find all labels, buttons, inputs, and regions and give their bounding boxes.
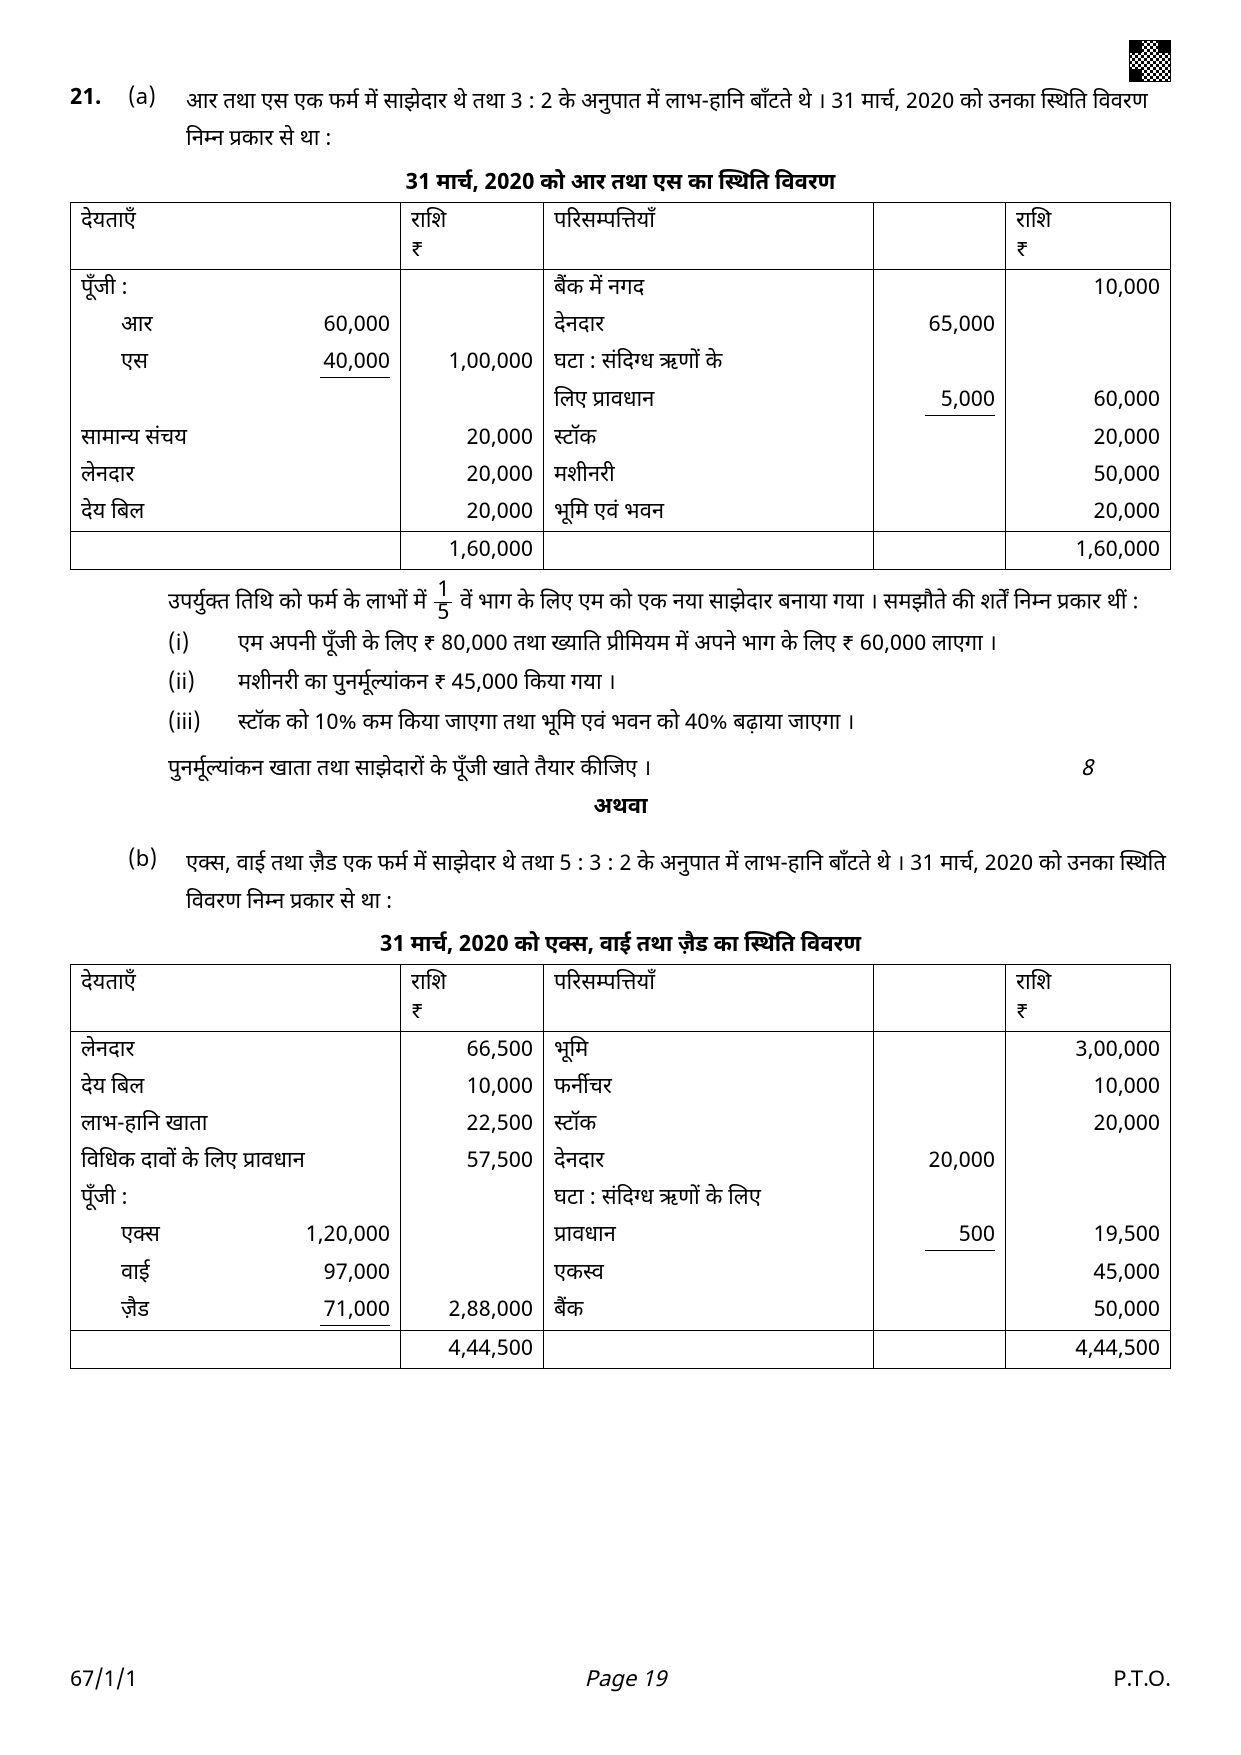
hdr-liab: देयताएँ xyxy=(81,207,136,236)
capital-total: 1,00,000 xyxy=(401,344,544,382)
page-footer: 67/1/1 Page 19 P.T.O. xyxy=(70,1666,1171,1695)
item-i: (i) एम अपनी पूँजी के लिए ₹ 80,000 तथा ख्… xyxy=(168,625,1171,665)
b-patents: एकस्व xyxy=(544,1255,874,1292)
marks-8: 8 xyxy=(1081,750,1093,790)
pto-label: P.T.O. xyxy=(1113,1666,1171,1695)
balance-sheet-a: देयताएँ राशि ₹ परिसम्पत्तियाँ राशि ₹ पूँ… xyxy=(70,202,1171,570)
part-b-label: (b) xyxy=(128,846,168,921)
or-label: अथवा xyxy=(70,793,1171,822)
b-land: भूमि xyxy=(544,1031,874,1069)
bills-payable: देय बिल xyxy=(71,494,401,532)
capital-label: पूँजी : xyxy=(71,269,401,307)
stock-amt: 20,000 xyxy=(1006,420,1171,457)
question-number: 21. xyxy=(70,84,110,159)
part-b-intro: एक्स, वाई तथा ज़ैड एक फर्म में साझेदार थ… xyxy=(186,846,1171,921)
s-name: एस xyxy=(81,348,148,377)
machinery-label: मशीनरी xyxy=(544,457,874,494)
b-stock: स्टॉक xyxy=(544,1106,874,1143)
b-pl: लाभ-हानि खाता xyxy=(71,1106,401,1143)
hdr-amt: राशि xyxy=(411,207,446,236)
r-amt: 60,000 xyxy=(323,311,390,340)
cash-amt: 10,000 xyxy=(1006,269,1171,307)
hdr-cur2: ₹ xyxy=(1016,236,1028,265)
gen-reserve: सामान्य संचय xyxy=(71,420,401,457)
debtors-label: देनदार xyxy=(544,307,874,344)
land-label: भूमि एवं भवन xyxy=(544,494,874,532)
balance-sheet-b: देयताएँ राशि ₹ परिसम्पत्तियाँ राशि ₹ लेन… xyxy=(70,964,1171,1369)
less-prov-amt: 5,000 xyxy=(925,386,995,416)
after-table-para: उपर्युक्त तिथि को फर्म के लाभों में 1 5 … xyxy=(168,580,1171,625)
stock-label: स्टॉक xyxy=(544,420,874,457)
r-name: आर xyxy=(81,311,152,340)
machinery-amt: 50,000 xyxy=(1006,457,1171,494)
part-a-intro: आर तथा एस एक फर्म में साझेदार थे तथा 3 :… xyxy=(186,84,1171,159)
part-a-label: (a) xyxy=(128,84,168,159)
bills-payable-amt: 20,000 xyxy=(401,494,544,532)
b-furniture: फर्नीचर xyxy=(544,1069,874,1106)
fraction-one-fifth: 1 5 xyxy=(434,580,452,625)
debtors-net: 60,000 xyxy=(1006,382,1171,420)
item-iii: (iii) स्टॉक को 10% कम किया जाएगा तथा भूम… xyxy=(168,704,1171,744)
b-creditors: लेनदार xyxy=(71,1031,401,1069)
creditors-amt: 20,000 xyxy=(401,457,544,494)
exam-page: 21. (a) आर तथा एस एक फर्म में साझेदार थे… xyxy=(0,0,1241,1755)
land-amt: 20,000 xyxy=(1006,494,1171,532)
less-prov: घटा : संदिग्ध ऋणों के xyxy=(544,344,874,382)
assets-total: 1,60,000 xyxy=(1006,531,1171,569)
cash-label: बैंक में नगद xyxy=(544,269,874,307)
b-bank: बैंक xyxy=(544,1292,874,1331)
hdr-cur: ₹ xyxy=(411,236,423,265)
creditors-label: लेनदार xyxy=(71,457,401,494)
paper-code: 67/1/1 xyxy=(70,1666,137,1695)
s-amt: 40,000 xyxy=(320,348,390,378)
item-ii: (ii) मशीनरी का पुनर्मूल्यांकन ₹ 45,000 क… xyxy=(168,664,1171,704)
hdr-assets: परिसम्पत्तियाँ xyxy=(554,207,655,236)
table-b-title: 31 मार्च, 2020 को एक्स, वाई तथा ज़ैड का … xyxy=(70,931,1171,960)
debtors-amt: 65,000 xyxy=(874,307,1006,344)
b-legal: विधिक दावों के लिए प्रावधान xyxy=(71,1143,401,1180)
hdr-amt2: राशि xyxy=(1016,207,1051,236)
question-21b-row: (b) एक्स, वाई तथा ज़ैड एक फर्म में साझेद… xyxy=(70,846,1171,921)
qr-code-icon xyxy=(1129,40,1171,82)
gen-reserve-amt: 20,000 xyxy=(401,420,544,457)
b-bills: देय बिल xyxy=(71,1069,401,1106)
liab-total: 1,60,000 xyxy=(401,531,544,569)
b-less-prov: घटा : संदिग्ध ऋणों के लिए xyxy=(544,1180,874,1217)
b-capital-label: पूँजी : xyxy=(71,1180,401,1217)
conclude-line: पुनर्मूल्यांकन खाता तथा साझेदारों के पूँ… xyxy=(168,750,1171,790)
page-number: Page 19 xyxy=(585,1666,667,1695)
b-debtors: देनदार xyxy=(544,1143,874,1180)
table-a-title: 31 मार्च, 2020 को आर तथा एस का स्थिति वि… xyxy=(70,169,1171,198)
question-21a-row: 21. (a) आर तथा एस एक फर्म में साझेदार थे… xyxy=(70,84,1171,159)
less-prov2: लिए प्रावधान xyxy=(544,382,874,420)
